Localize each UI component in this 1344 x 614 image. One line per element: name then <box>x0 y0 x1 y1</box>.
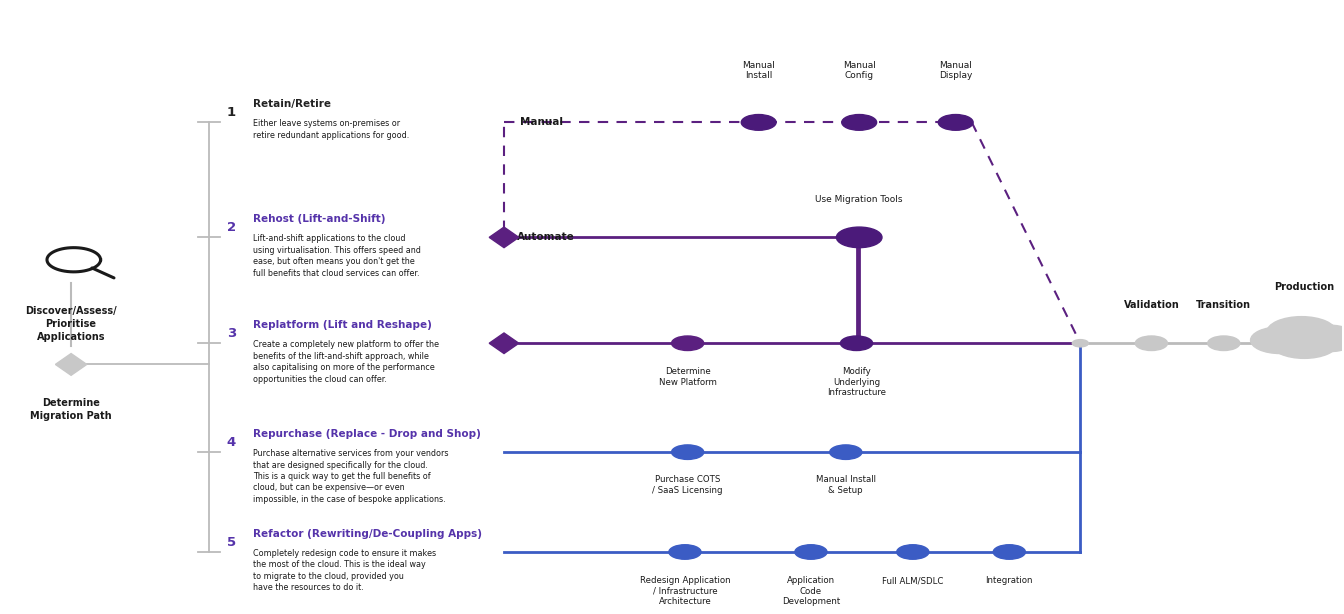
Text: Discover/Assess/
Prioritise
Applications: Discover/Assess/ Prioritise Applications <box>26 306 117 342</box>
Text: Use Migration Tools: Use Migration Tools <box>816 195 903 204</box>
Polygon shape <box>55 354 87 375</box>
Circle shape <box>672 445 704 459</box>
Text: Full ALM/SDLC: Full ALM/SDLC <box>882 576 943 585</box>
Text: Manual Install
& Setup: Manual Install & Setup <box>816 475 876 494</box>
Circle shape <box>993 545 1025 559</box>
Circle shape <box>896 545 929 559</box>
Text: Transition: Transition <box>1196 300 1251 310</box>
Text: Retain/Retire: Retain/Retire <box>254 99 332 109</box>
Text: Modify
Underlying
Infrastructure: Modify Underlying Infrastructure <box>827 367 886 397</box>
Text: Manual
Display: Manual Display <box>939 61 973 80</box>
Circle shape <box>1208 336 1241 351</box>
Text: Purchase COTS
/ SaaS Licensing: Purchase COTS / SaaS Licensing <box>652 475 723 494</box>
Text: Automate: Automate <box>517 232 575 243</box>
Circle shape <box>836 227 882 247</box>
Text: 4: 4 <box>227 436 235 449</box>
Polygon shape <box>489 333 519 354</box>
Text: Completely redesign code to ensure it makes
the most of the cloud. This is the i: Completely redesign code to ensure it ma… <box>254 549 437 593</box>
Text: Determine
Migration Path: Determine Migration Path <box>31 398 112 421</box>
Text: 1: 1 <box>227 106 235 119</box>
Text: Integration: Integration <box>985 576 1034 585</box>
Text: Replatform (Lift and Reshape): Replatform (Lift and Reshape) <box>254 320 433 330</box>
Circle shape <box>1266 317 1336 348</box>
Circle shape <box>1073 340 1089 347</box>
Text: Rehost (Lift-and-Shift): Rehost (Lift-and-Shift) <box>254 214 386 224</box>
Text: Manual: Manual <box>520 117 563 127</box>
Circle shape <box>794 545 827 559</box>
Circle shape <box>742 115 775 130</box>
Circle shape <box>1250 327 1309 354</box>
Text: Redesign Application
/ Infrastructure
Architecture: Redesign Application / Infrastructure Ar… <box>640 576 730 606</box>
Text: Production: Production <box>1274 282 1335 292</box>
Text: Manual
Install: Manual Install <box>742 61 775 80</box>
Circle shape <box>1136 336 1168 351</box>
Circle shape <box>1270 328 1337 359</box>
Text: 2: 2 <box>227 221 235 235</box>
Circle shape <box>841 115 876 130</box>
Text: 5: 5 <box>227 536 235 549</box>
Text: Repurchase (Replace - Drop and Shop): Repurchase (Replace - Drop and Shop) <box>254 429 481 439</box>
Text: Purchase alternative services from your vendors
that are designed specifically f: Purchase alternative services from your … <box>254 449 449 504</box>
Circle shape <box>829 445 862 459</box>
Circle shape <box>669 545 702 559</box>
Text: 3: 3 <box>227 327 235 340</box>
Polygon shape <box>489 227 519 247</box>
Circle shape <box>1298 325 1344 352</box>
Text: Manual
Config: Manual Config <box>843 61 876 80</box>
Text: Determine
New Platform: Determine New Platform <box>659 367 716 387</box>
Text: Either leave systems on-premises or
retire redundant applications for good.: Either leave systems on-premises or reti… <box>254 119 410 140</box>
Text: Create a completely new platform to offer the
benefits of the lift-and-shift app: Create a completely new platform to offe… <box>254 340 439 384</box>
Circle shape <box>840 336 872 351</box>
Circle shape <box>672 336 704 351</box>
Text: Refactor (Rewriting/De-Coupling Apps): Refactor (Rewriting/De-Coupling Apps) <box>254 529 482 538</box>
Text: Application
Code
Development: Application Code Development <box>782 576 840 606</box>
Circle shape <box>938 115 973 130</box>
Text: Validation: Validation <box>1124 300 1179 310</box>
Text: Lift-and-shift applications to the cloud
using virtualisation. This offers speed: Lift-and-shift applications to the cloud… <box>254 235 421 278</box>
